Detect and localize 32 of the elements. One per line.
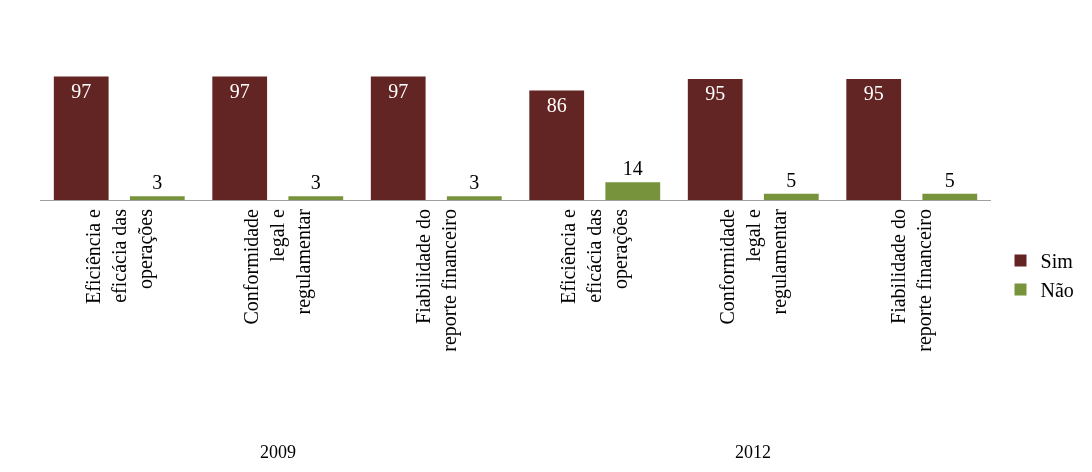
data-label: 86 [546,93,567,116]
data-label: 97 [388,79,409,102]
text: 2009 [260,442,296,462]
bar [129,196,185,200]
legend-label: Sim [1040,250,1074,273]
legend-label: Não [1040,279,1074,302]
text: 2012 [735,442,771,462]
x-tick-label: Conformidade legal e regulamentar [715,208,791,325]
data-label: 97 [71,79,92,102]
data-label: 3 [469,171,480,194]
data-label: 95 [863,82,884,105]
bar [288,196,344,200]
bar [529,90,585,200]
x-tick-label: Eficiência e eficácia das operações [81,208,157,304]
bar [605,182,661,200]
data-label: 5 [786,168,797,191]
bar [763,193,819,200]
bar [370,76,426,200]
data-label: 97 [229,79,250,102]
data-label: 95 [705,82,726,105]
bar [446,196,502,200]
data-label: 5 [944,168,955,191]
bar [53,76,109,200]
bar [922,193,978,200]
bar [687,79,743,200]
x-tick-label: Eficiência e eficácia das operações [557,208,633,304]
bar [846,79,902,200]
data-label: 3 [310,171,321,194]
data-label: 14 [622,157,643,180]
data-label: 3 [152,171,163,194]
x-tick-label: Conformidade legal e regulamentar [240,208,316,325]
bar [212,76,268,200]
